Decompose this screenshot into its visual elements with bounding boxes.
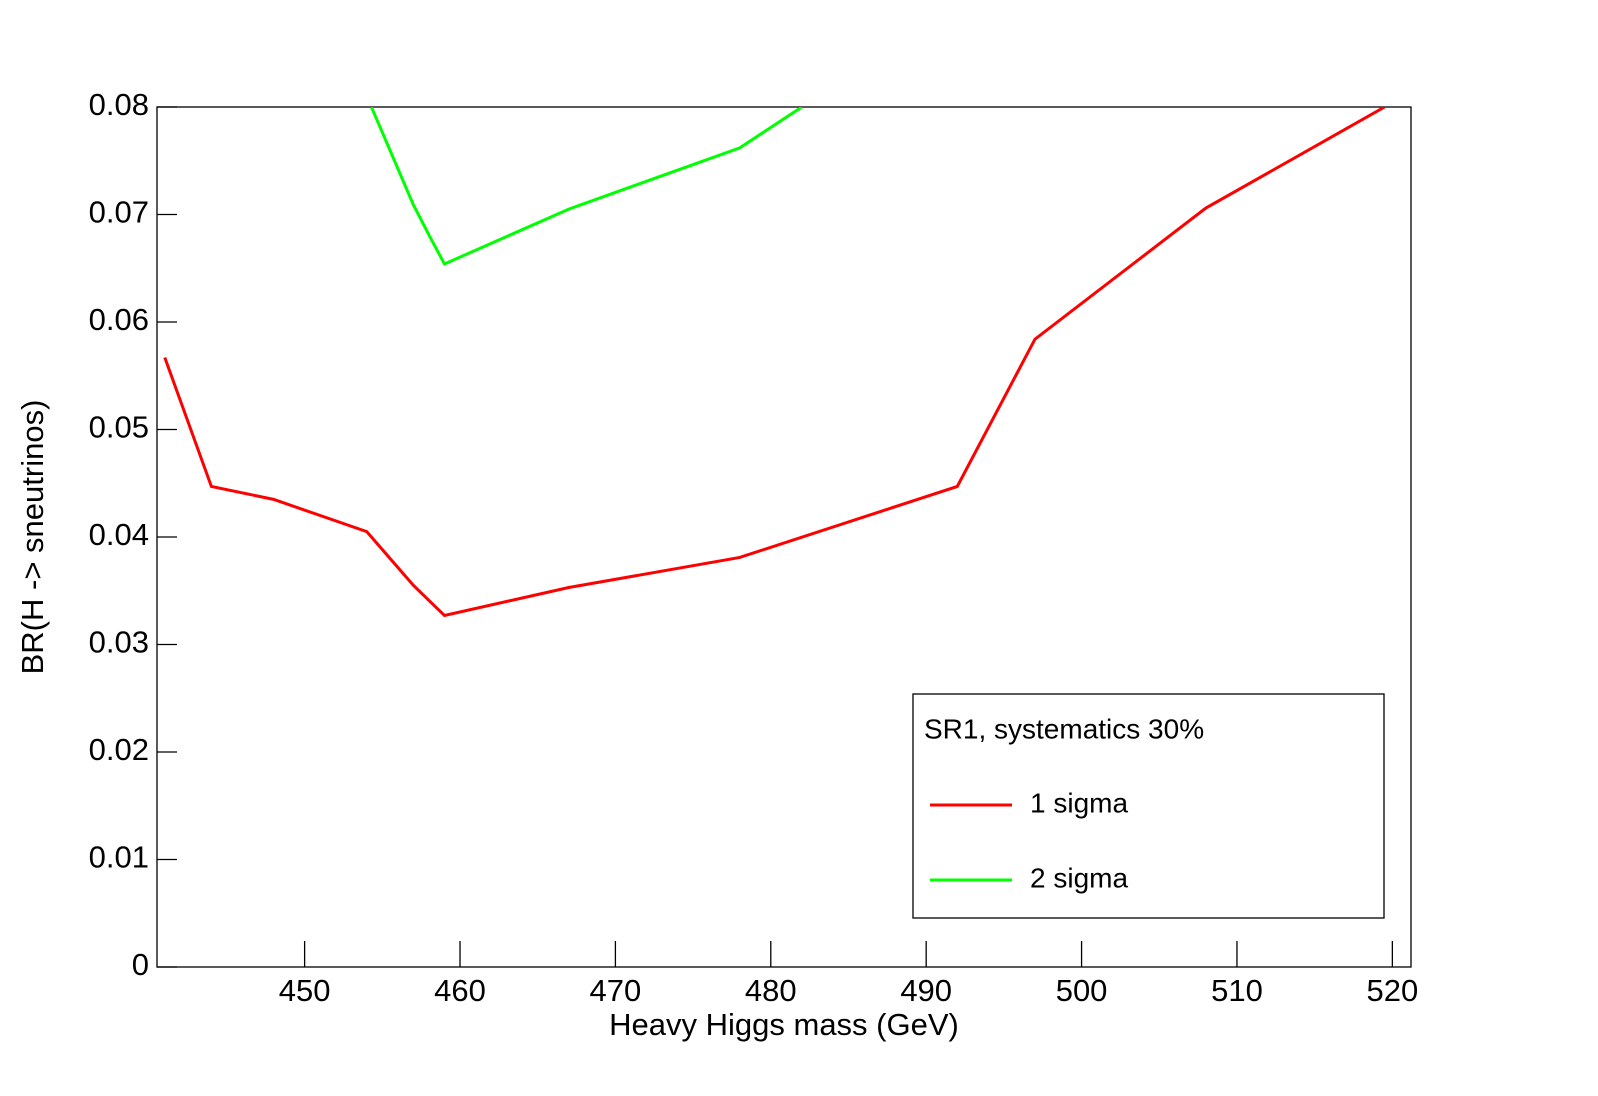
- legend-label: 1 sigma: [1030, 787, 1128, 818]
- series-line: [163, 107, 1386, 618]
- y-tick-label: 0.02: [89, 732, 149, 767]
- y-tick-label: 0: [132, 947, 149, 982]
- y-tick-label: 0.03: [89, 625, 149, 660]
- x-tick-label: 520: [1366, 973, 1418, 1008]
- x-tick-label: 480: [745, 973, 797, 1008]
- x-tick-label: 470: [590, 973, 642, 1008]
- legend-title: SR1, systematics 30%: [924, 713, 1204, 744]
- y-tick-label: 0.08: [89, 87, 149, 122]
- series-line: [370, 107, 803, 266]
- x-tick-label: 500: [1056, 973, 1108, 1008]
- x-tick-label: 490: [900, 973, 952, 1008]
- x-tick-label: 460: [434, 973, 486, 1008]
- legend-label: 2 sigma: [1030, 862, 1128, 893]
- y-tick-label: 0.07: [89, 195, 149, 230]
- y-tick-label: 0.01: [89, 840, 149, 875]
- y-tick-label: 0.04: [89, 517, 149, 552]
- y-axis-label: BR(H -> sneutrinos): [15, 400, 50, 675]
- x-axis-label: Heavy Higgs mass (GeV): [609, 1007, 959, 1042]
- y-tick-label: 0.05: [89, 410, 149, 445]
- x-tick-label: 450: [279, 973, 331, 1008]
- y-tick-label: 0.06: [89, 302, 149, 337]
- x-tick-label: 510: [1211, 973, 1263, 1008]
